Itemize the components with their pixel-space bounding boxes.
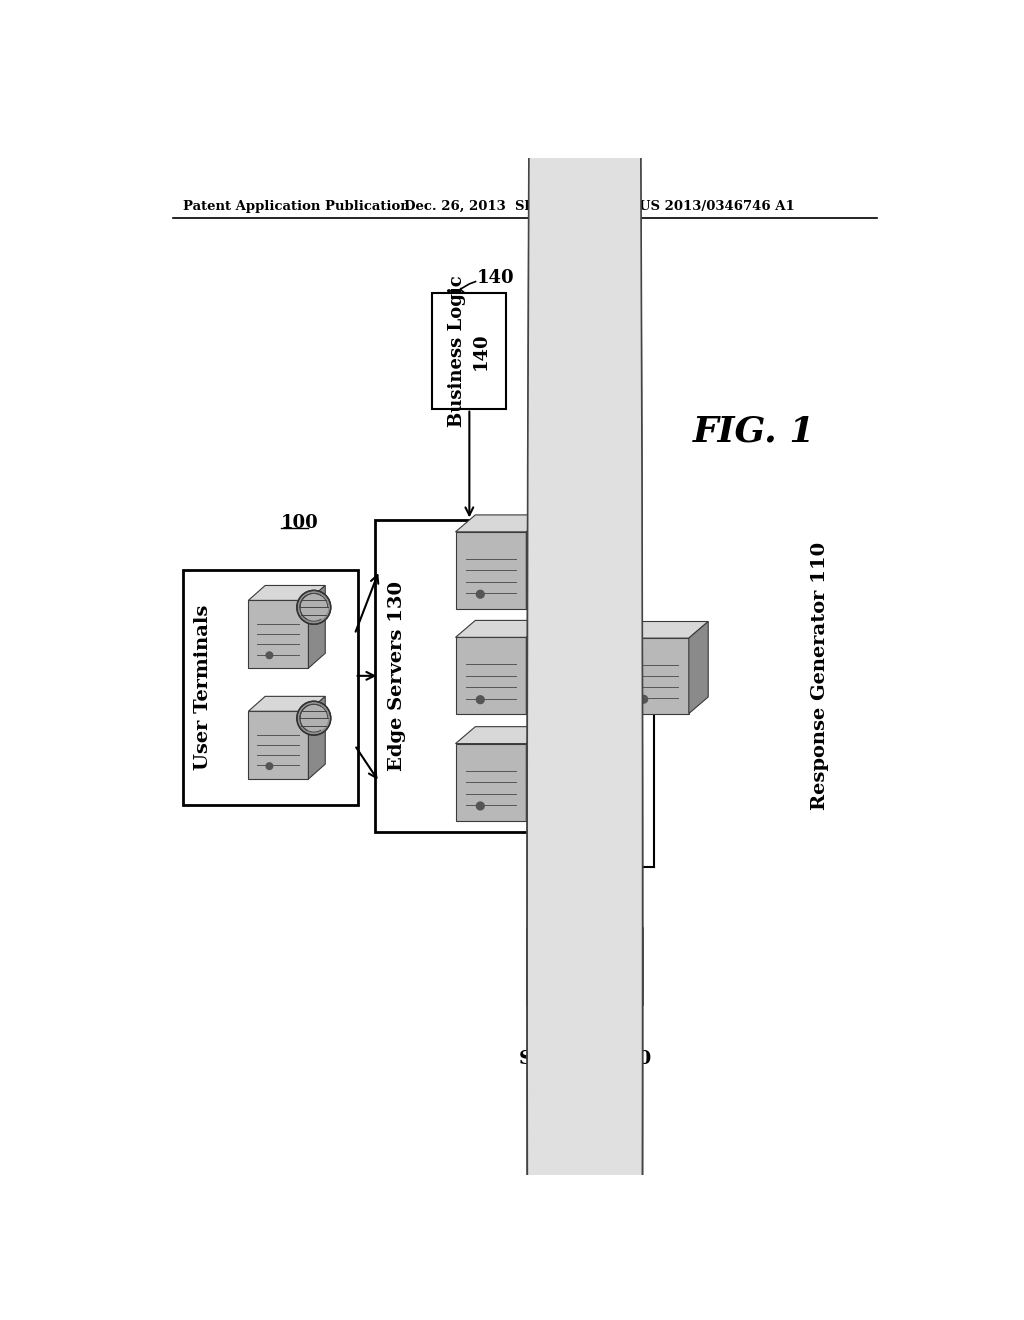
Text: Response Generator 110: Response Generator 110 (811, 541, 828, 810)
Circle shape (266, 652, 272, 659)
Polygon shape (620, 638, 689, 714)
Polygon shape (249, 586, 326, 601)
Polygon shape (620, 622, 709, 638)
Circle shape (258, 739, 264, 744)
Polygon shape (249, 711, 308, 779)
Circle shape (640, 696, 647, 704)
Text: Business Logic
140: Business Logic 140 (449, 275, 489, 426)
Polygon shape (249, 601, 308, 668)
Circle shape (266, 763, 272, 770)
Circle shape (476, 803, 484, 810)
Circle shape (297, 590, 331, 624)
Circle shape (299, 593, 329, 622)
Text: Dec. 26, 2013  Sheet 1 of 5: Dec. 26, 2013 Sheet 1 of 5 (403, 199, 603, 213)
Polygon shape (456, 743, 526, 821)
Text: Patent Application Publication: Patent Application Publication (183, 199, 410, 213)
Polygon shape (308, 697, 326, 779)
Circle shape (476, 696, 484, 704)
Text: Storage 120: Storage 120 (519, 1051, 651, 1068)
Polygon shape (456, 726, 546, 743)
Circle shape (299, 704, 329, 733)
Polygon shape (456, 515, 546, 532)
Polygon shape (526, 515, 546, 609)
Polygon shape (456, 638, 526, 714)
Bar (527, 928, 643, 1006)
Polygon shape (308, 586, 326, 668)
Polygon shape (456, 620, 546, 638)
Polygon shape (526, 726, 546, 821)
Ellipse shape (527, 0, 643, 1320)
Bar (432, 293, 506, 409)
Circle shape (297, 701, 331, 735)
Polygon shape (456, 532, 526, 609)
Text: Edge Servers 130: Edge Servers 130 (388, 581, 406, 771)
Polygon shape (249, 697, 326, 711)
Text: 100: 100 (281, 513, 318, 532)
Text: 150: 150 (264, 727, 298, 744)
Text: User Terminals: User Terminals (194, 605, 212, 771)
Ellipse shape (527, 0, 643, 1320)
Polygon shape (689, 622, 709, 714)
Bar (183, 570, 358, 805)
Circle shape (476, 590, 484, 598)
Text: 140: 140 (477, 269, 515, 286)
Bar (376, 520, 574, 832)
Text: FIG. 1: FIG. 1 (692, 414, 815, 449)
Polygon shape (526, 620, 546, 714)
Text: US 2013/0346746 A1: US 2013/0346746 A1 (639, 199, 795, 213)
